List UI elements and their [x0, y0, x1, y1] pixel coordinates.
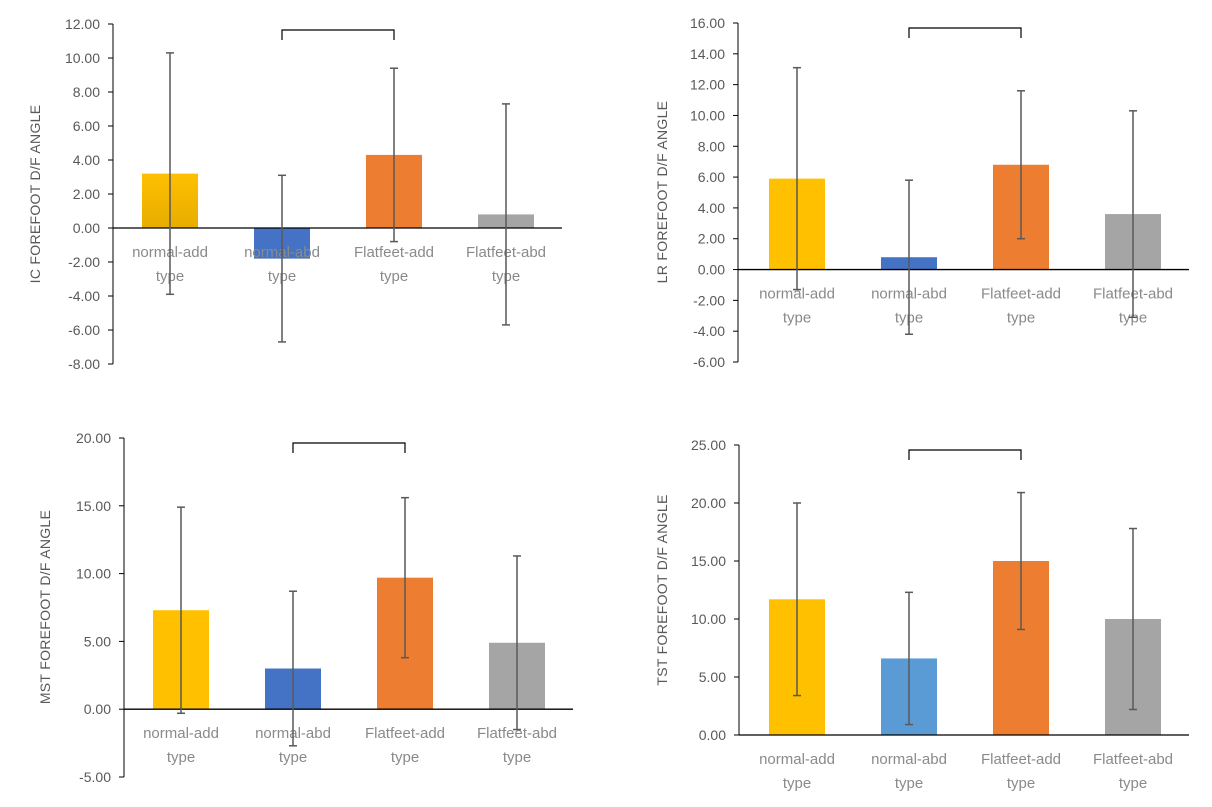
- lr-y-tick-label: 12.00: [690, 77, 725, 93]
- ic-error-bar-normal-add: [166, 52, 174, 296]
- lr-category-label-flatfeet-add: Flatfeet-add: [981, 286, 1061, 303]
- lr-y-tick-label: 14.00: [690, 46, 725, 62]
- ic-category-label-flatfeet-add: type: [380, 268, 408, 285]
- lr-y-tick-label: -2.00: [693, 292, 725, 308]
- lr-error-bar-flatfeet-add: [1017, 90, 1025, 240]
- lr-error-bar-normal-add: [793, 66, 801, 291]
- lr-significance-bracket: [908, 27, 1022, 38]
- tst-error-bar-flatfeet-add: [1017, 491, 1025, 631]
- mst-y-axis-title: MST FOREFOOT D/F ANGLE: [37, 510, 53, 704]
- mst-y-tick-label: 10.00: [76, 566, 111, 582]
- tst-error-bar-normal-add: [793, 502, 801, 697]
- ic-y-tick-label: -4.00: [68, 288, 100, 304]
- ic-y-tick-label: 8.00: [73, 84, 100, 100]
- lr-y-tick-label: 6.00: [698, 169, 725, 185]
- mst-error-bar-flatfeet-add: [401, 496, 409, 659]
- mst-y-tick-label: -5.00: [79, 769, 111, 785]
- ic-y-tick-label: -8.00: [68, 356, 100, 372]
- lr-y-tick-label: -4.00: [693, 323, 725, 339]
- lr-category-label-normal-add: type: [783, 310, 811, 327]
- lr-category-label-normal-add: normal-add: [759, 286, 835, 303]
- mst-error-bar-normal-abd: [289, 590, 297, 747]
- tst-category-label-flatfeet-add: Flatfeet-add: [981, 751, 1061, 768]
- lr-y-tick-label: 0.00: [698, 262, 725, 278]
- mst-category-label-flatfeet-add: Flatfeet-add: [365, 725, 445, 742]
- ic-error-bar-normal-abd: [278, 174, 286, 343]
- tst-category-label-normal-abd: type: [895, 775, 923, 792]
- ic-y-tick-label: -6.00: [68, 322, 100, 338]
- lr-category-label-flatfeet-add: type: [1007, 310, 1035, 327]
- mst-significance-bracket: [292, 442, 406, 453]
- lr-chart-panel: -6.00 -4.00 -2.00 0.00 2.00 4.00 6.00 8.00 10.00…: [654, 15, 1189, 370]
- lr-y-tick-label: 8.00: [698, 138, 725, 154]
- lr-error-bar-normal-abd: [905, 179, 913, 336]
- mst-error-bar-normal-add: [177, 506, 185, 715]
- tst-category-label-flatfeet-abd: Flatfeet-abd: [1093, 751, 1173, 768]
- mst-category-label-normal-abd: type: [279, 749, 307, 766]
- lr-y-tick-label: 10.00: [690, 107, 725, 123]
- tst-category-label-normal-abd: normal-abd: [871, 751, 947, 768]
- tst-category-label-normal-add: normal-add: [759, 751, 835, 768]
- tst-y-tick-label: 5.00: [699, 669, 726, 685]
- ic-chart-panel: -8.00 -6.00 -4.00 -2.00 0.00 2.00 4.00 6.00 8.00…: [27, 16, 562, 372]
- ic-y-tick-label: 2.00: [73, 186, 100, 202]
- tst-y-tick-label: 0.00: [699, 727, 726, 743]
- ic-category-label-flatfeet-add: Flatfeet-add: [354, 244, 434, 261]
- mst-category-label-flatfeet-abd: Flatfeet-abd: [477, 725, 557, 742]
- ic-y-tick-label: 12.00: [65, 16, 100, 32]
- tst-error-bar-flatfeet-abd: [1129, 527, 1137, 711]
- ic-error-bar-flatfeet-abd: [502, 103, 510, 326]
- ic-y-axis-title: IC FOREFOOT D/F ANGLE: [27, 105, 43, 284]
- tst-category-label-flatfeet-add: type: [1007, 775, 1035, 792]
- tst-category-label-flatfeet-abd: type: [1119, 775, 1147, 792]
- tst-y-tick-label: 10.00: [691, 611, 726, 627]
- mst-chart-panel: -5.00 0.00 5.00 10.00 15.00 20.00 MST FOREFOOT…: [37, 430, 573, 785]
- tst-y-tick-label: 25.00: [691, 437, 726, 453]
- mst-category-label-normal-add: type: [167, 749, 195, 766]
- lr-y-tick-label: -6.00: [693, 354, 725, 370]
- mst-category-label-normal-add: normal-add: [143, 725, 219, 742]
- tst-category-label-normal-add: type: [783, 775, 811, 792]
- ic-y-tick-label: 0.00: [73, 220, 100, 236]
- lr-y-tick-label: 4.00: [698, 200, 725, 216]
- tst-chart-panel: 0.00 5.00 10.00 15.00 20.00 25.00 TST FOREFOOT…: [654, 437, 1189, 792]
- ic-y-tick-label: 10.00: [65, 50, 100, 66]
- lr-y-tick-label: 2.00: [698, 231, 725, 247]
- tst-y-axis-title: TST FOREFOOT D/F ANGLE: [654, 494, 670, 685]
- mst-error-bar-flatfeet-abd: [513, 555, 521, 731]
- mst-y-tick-label: 15.00: [76, 498, 111, 514]
- mst-y-tick-label: 20.00: [76, 430, 111, 446]
- ic-y-tick-label: -2.00: [68, 254, 100, 270]
- ic-y-tick-label: 4.00: [73, 152, 100, 168]
- lr-error-bar-flatfeet-abd: [1129, 110, 1137, 319]
- ic-error-bar-flatfeet-add: [390, 67, 398, 243]
- tst-error-bar-normal-abd: [905, 591, 913, 726]
- mst-category-label-flatfeet-add: type: [391, 749, 419, 766]
- mst-category-label-flatfeet-abd: type: [503, 749, 531, 766]
- lr-y-tick-label: 16.00: [690, 15, 725, 31]
- tst-y-tick-label: 20.00: [691, 495, 726, 511]
- mst-y-tick-label: 0.00: [84, 701, 111, 717]
- ic-y-tick-label: 6.00: [73, 118, 100, 134]
- tst-significance-bracket: [908, 449, 1022, 460]
- tst-y-tick-label: 15.00: [691, 553, 726, 569]
- ic-significance-bracket: [281, 29, 395, 40]
- lr-y-axis-title: LR FOREFOOT D/F ANGLE: [654, 101, 670, 284]
- mst-y-tick-label: 5.00: [84, 633, 111, 649]
